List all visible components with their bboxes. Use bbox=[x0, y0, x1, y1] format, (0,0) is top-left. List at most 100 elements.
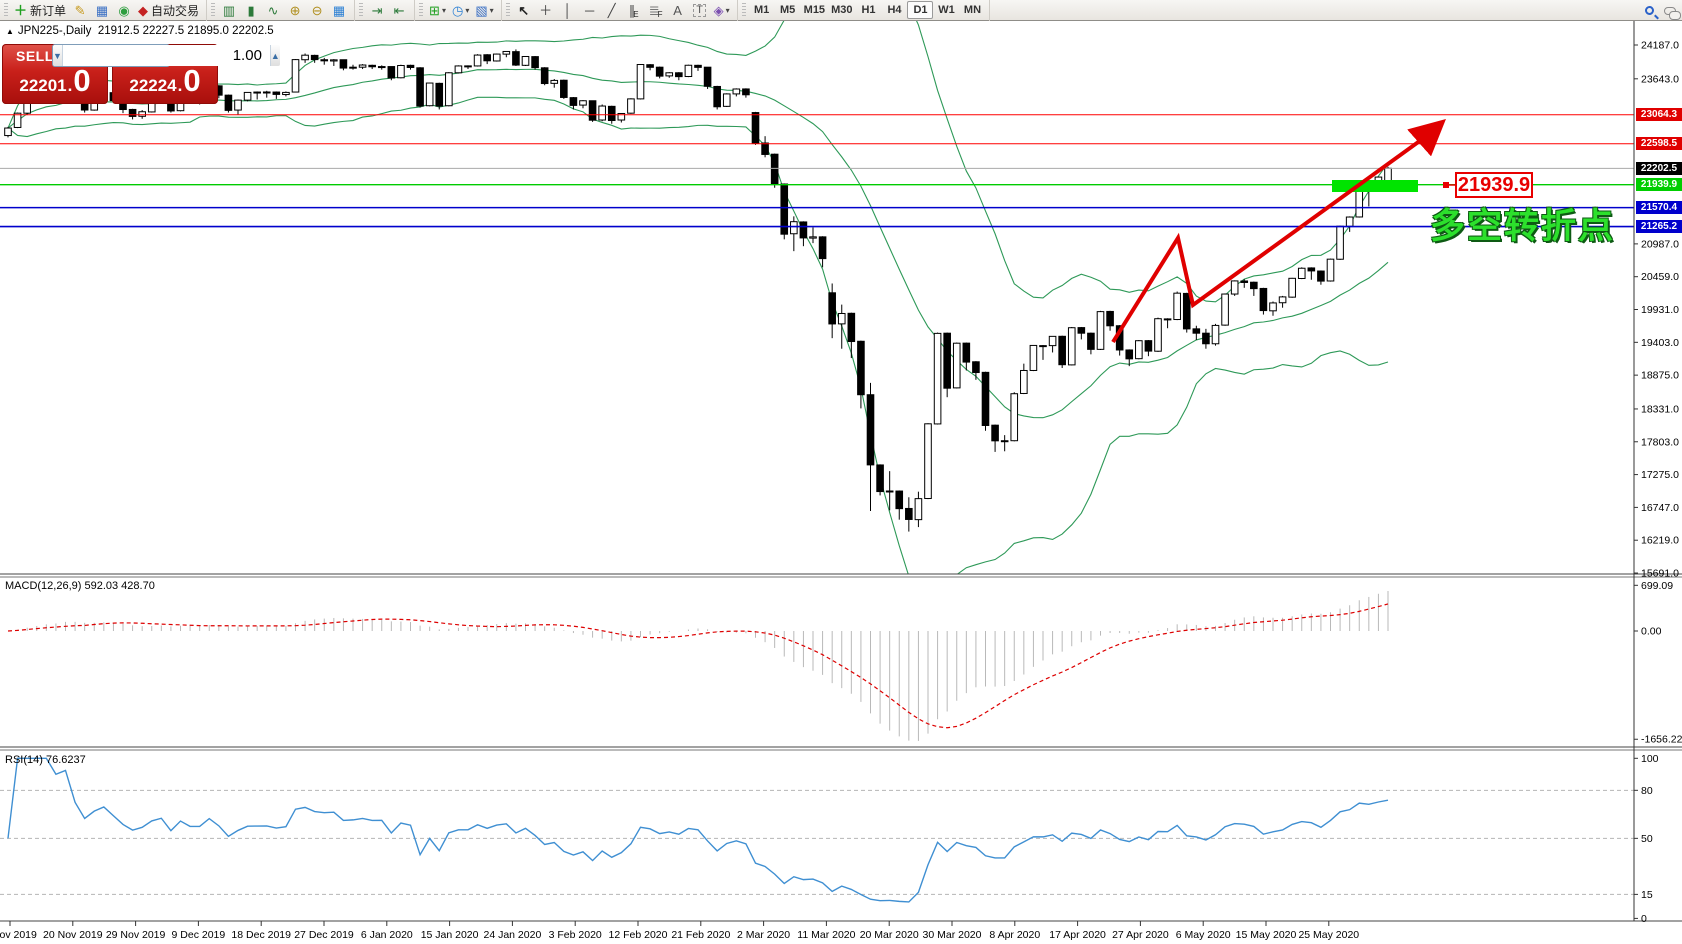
timeframe-w1[interactable]: W1 bbox=[938, 4, 955, 16]
channel-button[interactable]: ∥ E bbox=[623, 1, 645, 20]
cursor-button[interactable]: ↖ bbox=[513, 1, 535, 19]
horizontal-line-button[interactable]: ─ bbox=[579, 1, 601, 19]
toolbar-grip bbox=[505, 3, 510, 17]
zoom-out-button[interactable]: ⊖ bbox=[306, 1, 328, 19]
toolbar-grip bbox=[4, 3, 8, 17]
svg-text:20 Mar 2020: 20 Mar 2020 bbox=[860, 929, 919, 941]
svg-text:17803.0: 17803.0 bbox=[1641, 436, 1679, 448]
crosshair-button[interactable]: ＋ bbox=[535, 1, 557, 19]
autotrading-label: 自动交易 bbox=[151, 3, 200, 18]
svg-text:17 Apr 2020: 17 Apr 2020 bbox=[1049, 929, 1106, 941]
market-watch-button[interactable]: ▦ bbox=[91, 1, 113, 19]
text-label-button[interactable]: T bbox=[689, 1, 711, 19]
price-callout-box: 21939.9 bbox=[1455, 172, 1533, 198]
svg-text:9 Dec 2019: 9 Dec 2019 bbox=[172, 929, 226, 941]
trendline-button[interactable]: ╱ bbox=[601, 1, 623, 19]
svg-text:11 Mar 2020: 11 Mar 2020 bbox=[797, 929, 855, 941]
text-label-icon: T bbox=[693, 3, 706, 17]
candlestick-chart-button[interactable]: ▮ bbox=[240, 1, 262, 19]
toolbar: ＋ 新订单 ✎ ▦ ◉ ◆ 自动交易 ▥ ▮ bbox=[0, 0, 1682, 21]
channel-icon: ∥ bbox=[628, 2, 636, 18]
new-order-icon: ＋ bbox=[14, 2, 28, 18]
line-chart-button[interactable]: ∿ bbox=[262, 1, 284, 19]
timeframe-d1[interactable]: D1 bbox=[907, 1, 934, 19]
timeframe-m30[interactable]: M30 bbox=[831, 4, 853, 16]
new-order-button[interactable]: ＋ 新订单 bbox=[11, 1, 69, 19]
periods-button[interactable]: ◷ ▾ bbox=[449, 1, 472, 19]
tile-windows-icon: ▦ bbox=[332, 2, 346, 18]
zoom-in-button[interactable]: ⊕ bbox=[284, 1, 306, 19]
chart-shift-icon: ⇤ bbox=[393, 2, 405, 18]
chevron-down-icon: ▾ bbox=[489, 5, 494, 15]
chinese-annotation: 多空转折点 bbox=[1430, 207, 1616, 246]
toolbar-grip bbox=[359, 3, 364, 17]
chart-shift-button[interactable]: ⇤ bbox=[388, 1, 410, 19]
sell-price-big-digit: 0 bbox=[73, 63, 91, 98]
svg-text:80: 80 bbox=[1641, 785, 1653, 797]
svg-text:0.00: 0.00 bbox=[1641, 626, 1662, 638]
sell-price-dot: . bbox=[67, 76, 73, 95]
toolbar-grip bbox=[741, 3, 746, 17]
timeframe-h4[interactable]: H4 bbox=[887, 4, 902, 16]
svg-text:3 Feb 2020: 3 Feb 2020 bbox=[549, 929, 602, 941]
vertical-line-button[interactable]: │ bbox=[557, 1, 579, 19]
svg-text:17275.0: 17275.0 bbox=[1641, 469, 1679, 481]
arrows-icon: ◈ bbox=[713, 2, 724, 18]
toolbar-right bbox=[1645, 0, 1681, 21]
sell-price: 22201. 0 bbox=[2, 63, 108, 100]
toolbar-group-chart-type: ▥ ▮ ∿ ⊕ ⊖ ▦ bbox=[207, 0, 356, 21]
zoom-in-icon: ⊕ bbox=[289, 2, 301, 18]
svg-text:20 Nov 2019: 20 Nov 2019 bbox=[43, 929, 103, 941]
svg-text:2 Mar 2020: 2 Mar 2020 bbox=[737, 929, 790, 941]
svg-text:699.09: 699.09 bbox=[1641, 580, 1673, 592]
main-pane bbox=[4, 21, 1392, 574]
timeframe-m15[interactable]: M15 bbox=[803, 4, 826, 16]
signal-icon: ◉ bbox=[118, 2, 130, 18]
volume-input[interactable] bbox=[62, 45, 270, 66]
chat-icon[interactable] bbox=[1664, 6, 1681, 20]
trendline-icon: ╱ bbox=[607, 2, 616, 18]
search-icon[interactable] bbox=[1645, 6, 1654, 15]
toolbar-group-objects: ↖ ＋ │ ─ ╱ ∥ E ≣ F A bbox=[502, 0, 738, 21]
timeframe-m1[interactable]: M1 bbox=[754, 4, 770, 16]
svg-text:0: 0 bbox=[1641, 913, 1647, 925]
svg-text:18 Dec 2019: 18 Dec 2019 bbox=[231, 929, 291, 941]
toolbar-group-scroll: ⇥ ⇤ bbox=[355, 0, 416, 21]
svg-text:15 May 2020: 15 May 2020 bbox=[1236, 929, 1297, 941]
volume-increase-button[interactable]: ▲ bbox=[269, 45, 280, 66]
indicators-button[interactable]: ⊞ ▾ bbox=[426, 1, 449, 19]
templates-icon: ▧ bbox=[475, 2, 488, 18]
svg-text:1 Nov 2019: 1 Nov 2019 bbox=[0, 929, 37, 941]
svg-text:24187.0: 24187.0 bbox=[1641, 40, 1679, 52]
buy-price-int: 22224 bbox=[129, 76, 177, 95]
templates-button[interactable]: ▧ ▾ bbox=[472, 1, 496, 19]
indicators-icon: ⊞ bbox=[429, 2, 440, 18]
svg-text:15: 15 bbox=[1641, 889, 1653, 901]
volume-decrease-button[interactable]: ▼ bbox=[53, 45, 63, 66]
svg-text:27 Dec 2019: 27 Dec 2019 bbox=[294, 929, 354, 941]
svg-text:18875.0: 18875.0 bbox=[1641, 370, 1679, 382]
timeframe-m5[interactable]: M5 bbox=[780, 4, 796, 16]
svg-text:23643.0: 23643.0 bbox=[1641, 73, 1679, 85]
bar-chart-icon: ▥ bbox=[222, 2, 236, 18]
timeframe-mn[interactable]: MN bbox=[963, 4, 982, 16]
news-signal-button[interactable]: ◉ bbox=[113, 1, 135, 19]
bar-chart-button[interactable]: ▥ bbox=[218, 1, 240, 19]
text-icon: A bbox=[673, 2, 682, 18]
arrows-button[interactable]: ◈ ▾ bbox=[711, 1, 733, 19]
toolbar-group-insert: ⊞ ▾ ◷ ▾ ▧ ▾ bbox=[415, 0, 502, 21]
auto-scroll-button[interactable]: ⇥ bbox=[366, 1, 388, 19]
highlight-rect-annotation bbox=[1332, 180, 1418, 192]
chevron-down-icon: ▾ bbox=[465, 5, 470, 15]
fibonacci-icon: ≣ bbox=[648, 2, 660, 18]
timeframe-h1[interactable]: H1 bbox=[861, 4, 876, 16]
macd-pane bbox=[7, 590, 1389, 741]
autotrading-button[interactable]: ◆ 自动交易 bbox=[135, 1, 202, 19]
fibonacci-sub-label: F bbox=[657, 10, 663, 19]
text-button[interactable]: A bbox=[667, 1, 689, 19]
collapse-panel-icon[interactable]: ▲ bbox=[6, 27, 14, 36]
tile-windows-button[interactable]: ▦ bbox=[328, 1, 350, 19]
svg-text:20459.0: 20459.0 bbox=[1641, 271, 1679, 283]
marker-tool-button[interactable]: ✎ bbox=[69, 1, 91, 19]
fibonacci-button[interactable]: ≣ F bbox=[645, 1, 667, 20]
